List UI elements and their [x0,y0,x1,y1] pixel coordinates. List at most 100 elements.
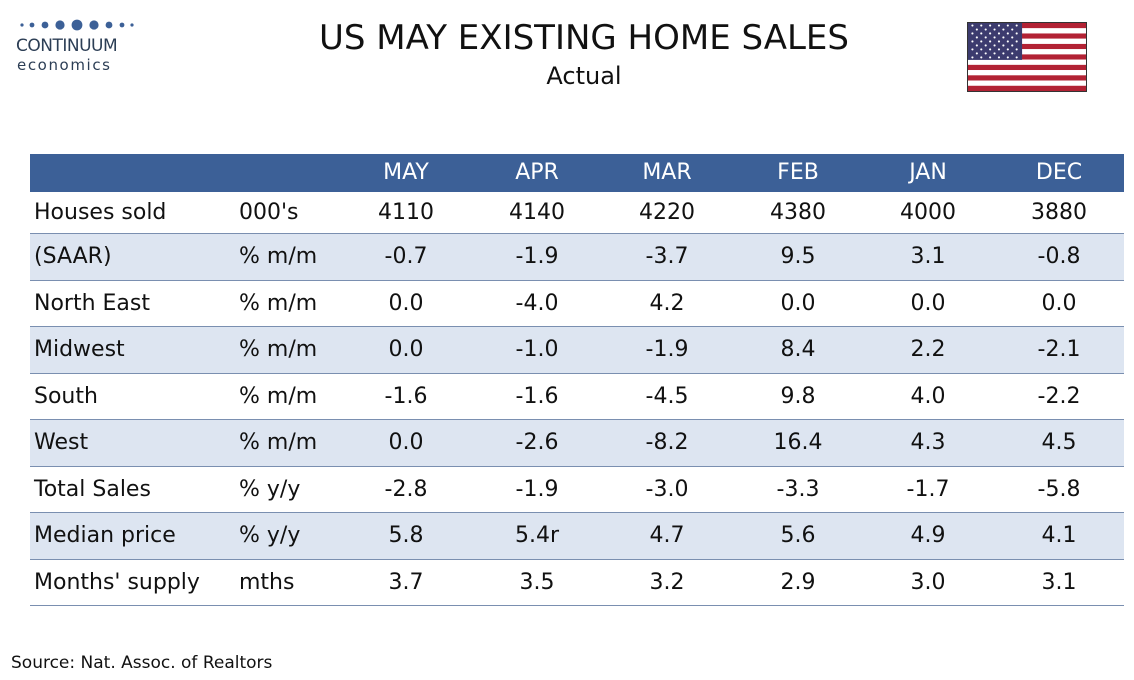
table-cell: 0.0 [388,290,424,316]
table-cell: 4.0 [910,383,946,409]
data-table: MAY APR MAR FEB JAN DEC Houses sold 000's… [30,154,1124,606]
table-cell: 3.1 [910,244,946,270]
row-label: Median price [34,523,176,549]
table-cell: -5.8 [1037,476,1081,502]
table-row: (SAAR) % m/m -0.7 -1.9 -3.7 9.5 3.1 -0.8 [30,234,1124,281]
table-cell: 0.0 [780,290,816,316]
column-header-mar: MAR [642,160,692,185]
table-cell: -8.2 [645,430,689,456]
logo-dots-icon [20,19,134,31]
table-cell: 4.2 [649,290,685,316]
table-cell: 4000 [900,200,956,225]
table-cell: 4220 [639,200,695,225]
row-unit: % m/m [239,430,318,456]
table-cell: 5.6 [780,523,816,549]
table-row: Median price % y/y 5.8 5.4r 4.7 5.6 4.9 4.1 [30,513,1124,560]
table-cell: -3.7 [645,244,689,270]
table-cell: 0.0 [1041,290,1077,316]
table-cell: -1.9 [515,476,559,502]
table-cell: -2.8 [384,476,428,502]
table-row: North East % m/m 0.0 -4.0 4.2 0.0 0.0 0.0 [30,281,1124,327]
table-cell: 2.9 [780,569,816,595]
table-cell: -0.7 [384,244,428,270]
table-cell: 9.5 [780,244,816,270]
row-label: Months' supply [34,569,200,595]
table-cell: -4.5 [645,383,689,409]
table-cell: 2.2 [910,337,946,363]
table-cell: -3.0 [645,476,689,502]
table-cell: 5.8 [388,523,424,549]
row-unit: % m/m [239,383,318,409]
row-label: Midwest [34,337,125,363]
column-header-may: MAY [383,160,429,185]
row-unit: % m/m [239,337,318,363]
column-header-unit [235,154,325,192]
row-unit: % y/y [239,523,301,549]
table-cell: 4.9 [910,523,946,549]
table-cell: -2.6 [515,430,559,456]
table-cell: -1.9 [645,337,689,363]
row-label: (SAAR) [34,244,112,270]
page-title: US MAY EXISTING HOME SALES [318,18,849,58]
table-cell: -0.8 [1037,244,1081,270]
column-header-dec: DEC [1035,160,1083,185]
table-cell: -2.1 [1037,337,1081,363]
table-cell: 3.7 [388,569,424,595]
source-note: Source: Nat. Assoc. of Realtors [11,653,273,673]
table-cell: 0.0 [388,337,424,363]
table-cell: -1.6 [515,383,559,409]
column-header-feb: FEB [777,160,819,185]
row-unit: % m/m [239,244,318,270]
row-label: North East [34,290,150,316]
row-unit: 000's [239,200,299,225]
table-cell: 9.8 [780,383,816,409]
table-cell: 3880 [1031,200,1087,225]
row-unit: % m/m [239,290,318,316]
table-cell: -4.0 [515,290,559,316]
logo-line2: economics [17,56,112,74]
table-cell: 8.4 [780,337,816,363]
table-cell: 3.5 [519,569,555,595]
table-row: West % m/m 0.0 -2.6 -8.2 16.4 4.3 4.5 [30,420,1124,467]
page-subtitle: Actual [546,62,622,90]
table-cell: 16.4 [773,430,823,456]
table-cell: 5.4r [514,523,560,549]
row-unit: mths [239,569,295,595]
table-cell: -1.6 [384,383,428,409]
column-header-apr: APR [515,160,559,185]
continuum-economics-logo: CONTINUUM economics [14,14,144,76]
table-cell: -1.7 [906,476,950,502]
table-row: South % m/m -1.6 -1.6 -4.5 9.8 4.0 -2.2 [30,374,1124,420]
table-cell: 4.1 [1041,523,1077,549]
table-cell: 4.5 [1041,430,1077,456]
table-cell: 3.2 [649,569,685,595]
table-cell: -1.9 [515,244,559,270]
table-cell: 0.0 [910,290,946,316]
logo-line1: CONTINUUM [16,36,118,56]
table-cell: -1.0 [515,337,559,363]
table-cell: -2.2 [1037,383,1081,409]
row-label: South [34,383,98,409]
row-unit: % y/y [239,476,301,502]
row-label: West [34,430,89,456]
table-body: Houses sold 000's 4110 4140 4220 4380 4000 3880… [30,192,1124,606]
table-header: MAY APR MAR FEB JAN DEC [30,154,1124,192]
table-cell: 4380 [770,200,826,225]
table-row: Midwest % m/m 0.0 -1.0 -1.9 8.4 2.2 -2.1 [30,327,1124,374]
column-header-label [30,154,235,192]
us-flag-icon [967,22,1087,92]
table-cell: 4.3 [910,430,946,456]
table-cell: 4140 [509,200,565,225]
table-cell: -3.3 [776,476,820,502]
row-label: Houses sold [34,200,167,225]
table-cell: 4110 [378,200,434,225]
table-cell: 0.0 [388,430,424,456]
table-row: Houses sold 000's 4110 4140 4220 4380 4000 3880 [30,192,1124,234]
table-row: Months' supply mths 3.7 3.5 3.2 2.9 3.0 3.1 [30,560,1124,606]
row-label: Total Sales [34,476,151,502]
table-cell: 4.7 [649,523,685,549]
table-cell: 3.1 [1041,569,1077,595]
table-cell: 3.0 [910,569,946,595]
table-row: Total Sales % y/y -2.8 -1.9 -3.0 -3.3 -1.7 -5.8 [30,467,1124,513]
column-header-jan: JAN [909,160,947,185]
